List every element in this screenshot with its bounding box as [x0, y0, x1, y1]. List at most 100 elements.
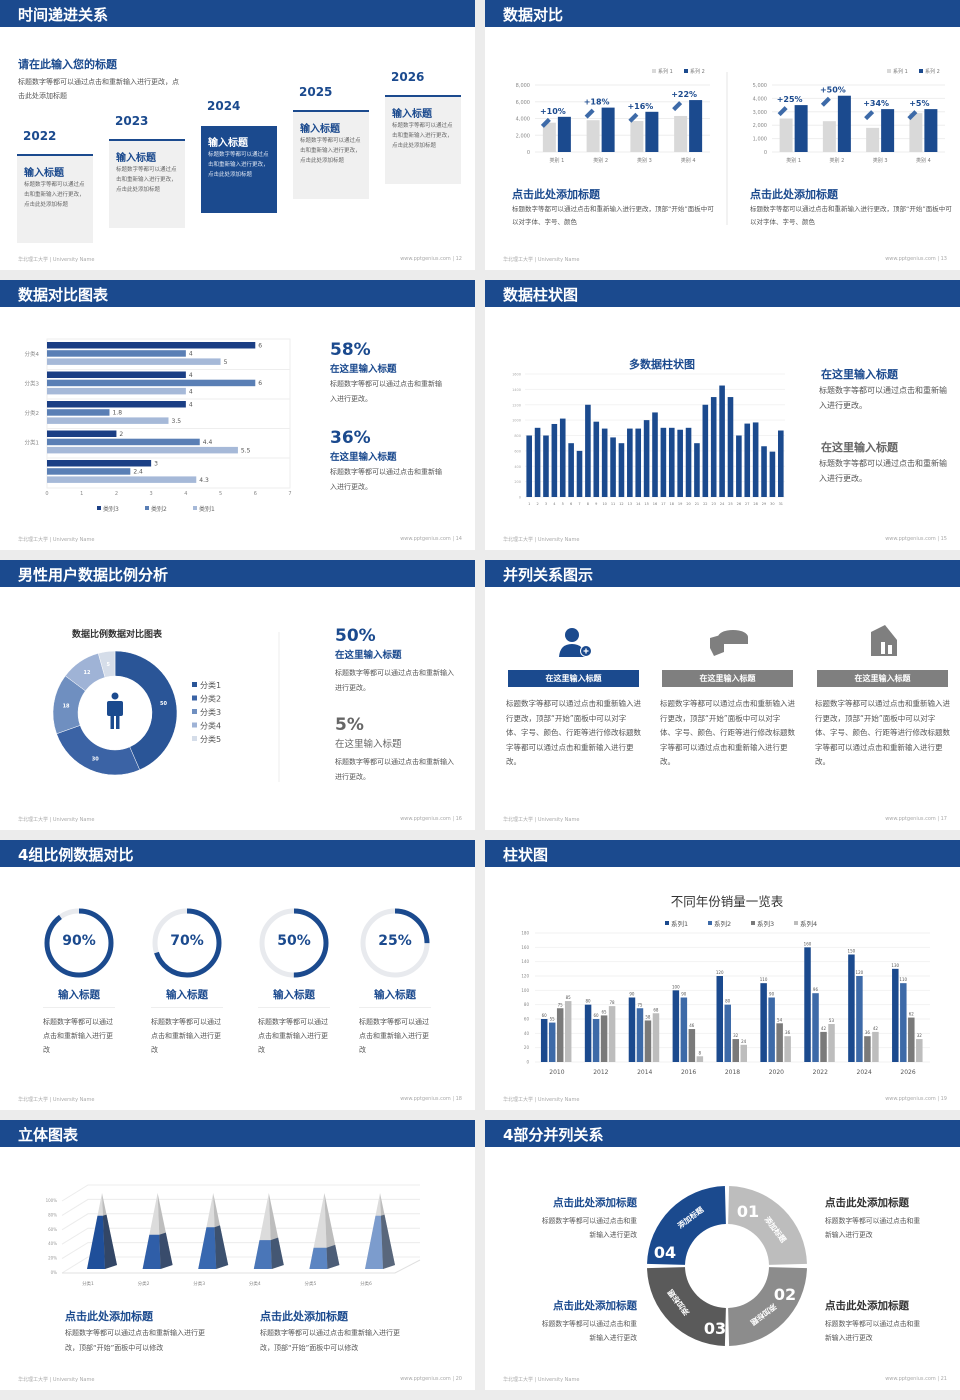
y-tick-label: 80 [524, 1002, 530, 1007]
timeline-year: 2026 [391, 70, 425, 84]
pyramid-value [198, 1227, 217, 1269]
y-tick-label: 40% [48, 1241, 57, 1246]
data-label: 46 [689, 1023, 695, 1028]
bar [47, 350, 186, 357]
legend-label: 分类5 [200, 734, 221, 744]
x-tick-label: 19 [678, 502, 682, 506]
category-label: 分类1 [25, 439, 40, 447]
ring-value: 70% [170, 933, 204, 949]
data-label: 3 [154, 461, 158, 468]
pyramid-value [309, 1247, 328, 1269]
panel-heading: 点击此处添加标题 [512, 188, 600, 201]
bar [592, 1019, 600, 1062]
ring-segment [728, 1267, 807, 1346]
icon-body [107, 701, 123, 716]
bar [534, 427, 541, 497]
bar [540, 1019, 548, 1062]
y-tick-label: 40 [524, 1031, 530, 1036]
bar [900, 983, 907, 1062]
footer-university: 华北理工大学 | University Name [18, 537, 95, 543]
stat-heading: 在这里输入标题 [330, 364, 397, 375]
page-number: 12 [455, 256, 462, 262]
page-number: 21 [940, 1376, 947, 1382]
progress-ring [152, 908, 222, 978]
growth-label: +50% [820, 86, 846, 95]
bar [688, 1029, 696, 1062]
bar [47, 358, 221, 365]
slide-header: 数据对比图表 [0, 280, 475, 307]
data-label: 90 [769, 992, 775, 997]
card-title: 输入标题 [300, 124, 340, 135]
bar [716, 976, 723, 1062]
bar [828, 1024, 835, 1062]
block-text: 标题数字等都可以通过点击和重新输入进行更改 [541, 1217, 637, 1239]
slide-title: 立体图表 [18, 1126, 79, 1144]
data-label: 110 [760, 977, 768, 982]
bar [710, 397, 717, 497]
data-label: 110 [899, 977, 907, 982]
x-tick-label: 6 [254, 491, 257, 497]
slide-title: 并列关系图示 [503, 566, 594, 584]
x-tick-label: 3 [545, 502, 547, 506]
bar [674, 115, 688, 152]
donut-slice [56, 725, 141, 776]
x-tick-label: 2018 [725, 1069, 740, 1076]
bar [812, 993, 819, 1062]
slide-title: 柱状图 [503, 846, 549, 864]
chart-canvas [559, 625, 897, 657]
legend-swatch [708, 921, 712, 925]
x-tick-label: 7 [288, 491, 291, 497]
timeline-card: 输入标题 标题数字等都可以通过点击和重新输入进行更改，点击此处添加标题 [385, 97, 461, 184]
footer-sep: | [450, 816, 456, 822]
legend-swatch [794, 921, 798, 925]
ring-value: 25% [378, 933, 412, 949]
legend-swatch [192, 736, 197, 741]
timeline-divider [17, 154, 93, 156]
bar [601, 107, 615, 152]
chart-canvas: 0% 20% 40% 60% 80% 100% 分类1 分类2 分类3 分类4 分类5 分类6 [46, 1184, 421, 1287]
bar [909, 113, 923, 152]
y-tick-label: 200 [514, 480, 521, 484]
block-heading: 点击此处添加标题 [825, 1300, 909, 1312]
bar [768, 997, 775, 1062]
bar [576, 450, 583, 497]
bar [643, 420, 650, 497]
ring-divider [151, 1007, 223, 1008]
slide-header: 立体图表 [0, 1120, 475, 1147]
progress-ring [44, 908, 114, 978]
x-tick-label: 类别 4 [916, 157, 931, 164]
y-tick-label: 60% [48, 1227, 57, 1232]
legend-swatch [145, 506, 149, 510]
footer-right: www.pptgenius.com | 15 [885, 536, 947, 542]
legend-swatch [684, 69, 688, 73]
data-label: 55 [550, 1017, 556, 1022]
x-tick-label: 2016 [681, 1069, 696, 1076]
card-text: 标题数字等都可以通过点击和重新输入进行更改，点击此处添加标题 [24, 182, 85, 208]
footer-university: 华北理工大学 | University Name [18, 1377, 95, 1383]
legend-label: 系列4 [800, 919, 817, 928]
x-tick-label: 28 [753, 502, 757, 506]
data-label: 24 [741, 1039, 747, 1044]
y-tick-label: 120 [521, 974, 529, 979]
y-tick-label: 0% [51, 1270, 58, 1275]
footer-sep: | [450, 1096, 456, 1102]
pyramid-value-side [380, 1214, 395, 1269]
growth-label: +10% [540, 107, 566, 116]
section-text: 标题数字等都可以通过点击和重新输入进行更改，顶部“开始”面板中可以对字体、字号、… [815, 699, 950, 766]
slide-four-part: 4部分并列关系 华北理工大学 | University Name www.pptge… [485, 1120, 960, 1390]
footer-right: www.pptgenius.com | 21 [885, 1376, 947, 1382]
chart-canvas: 0 1 2 3 4 5 6 7 分类4 6 4 5 分类3 4 6 4 分类2 4 1.8 3.5 分类1 2 4.4 5.5… [25, 338, 292, 513]
data-label: 60 [542, 1013, 548, 1018]
stat-value: 5% [335, 715, 364, 735]
x-tick-label: 18 [670, 502, 674, 506]
footer-site: www.pptgenius.com [400, 1096, 451, 1102]
bar [752, 422, 759, 497]
bar [660, 427, 667, 497]
note-text: 标题数字等都可以通过点击和重新输入进行更改。 [819, 459, 947, 483]
x-tick-label: 5 [219, 491, 222, 497]
data-label: 120 [716, 970, 724, 975]
data-label: 5 [224, 359, 228, 366]
bar [680, 997, 688, 1062]
data-label: 4 [189, 351, 193, 358]
bar [644, 1020, 652, 1062]
